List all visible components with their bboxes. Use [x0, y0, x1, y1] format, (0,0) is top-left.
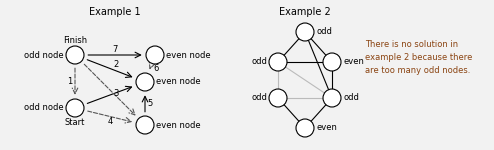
Text: 1: 1: [67, 77, 73, 86]
Text: 2: 2: [114, 60, 119, 69]
Text: Example 2: Example 2: [279, 7, 331, 17]
Circle shape: [296, 119, 314, 137]
Text: odd node: odd node: [24, 103, 64, 112]
Circle shape: [146, 46, 164, 64]
Circle shape: [136, 116, 154, 134]
Circle shape: [66, 99, 84, 117]
Circle shape: [269, 89, 287, 107]
Text: odd node: odd node: [24, 51, 64, 60]
Text: even node: even node: [156, 78, 201, 87]
Circle shape: [66, 46, 84, 64]
Text: even: even: [343, 57, 364, 66]
Circle shape: [296, 23, 314, 41]
Text: even node: even node: [166, 51, 210, 60]
Text: even node: even node: [156, 120, 201, 129]
Text: odd: odd: [251, 93, 267, 102]
Text: even: even: [316, 123, 337, 132]
Text: odd: odd: [343, 93, 359, 102]
Text: odd: odd: [316, 27, 332, 36]
Circle shape: [269, 53, 287, 71]
Text: odd: odd: [251, 57, 267, 66]
Text: There is no solution in
example 2 because there
are too many odd nodes.: There is no solution in example 2 becaus…: [365, 40, 472, 75]
Circle shape: [323, 89, 341, 107]
Circle shape: [136, 73, 154, 91]
Text: Start: Start: [65, 118, 85, 127]
Text: 6: 6: [153, 64, 159, 73]
Text: 3: 3: [113, 88, 119, 98]
Text: 7: 7: [112, 45, 118, 54]
Text: 5: 5: [147, 99, 153, 108]
Circle shape: [323, 53, 341, 71]
Text: 4: 4: [107, 117, 113, 126]
Text: Example 1: Example 1: [89, 7, 141, 17]
Text: Finish: Finish: [63, 36, 87, 45]
